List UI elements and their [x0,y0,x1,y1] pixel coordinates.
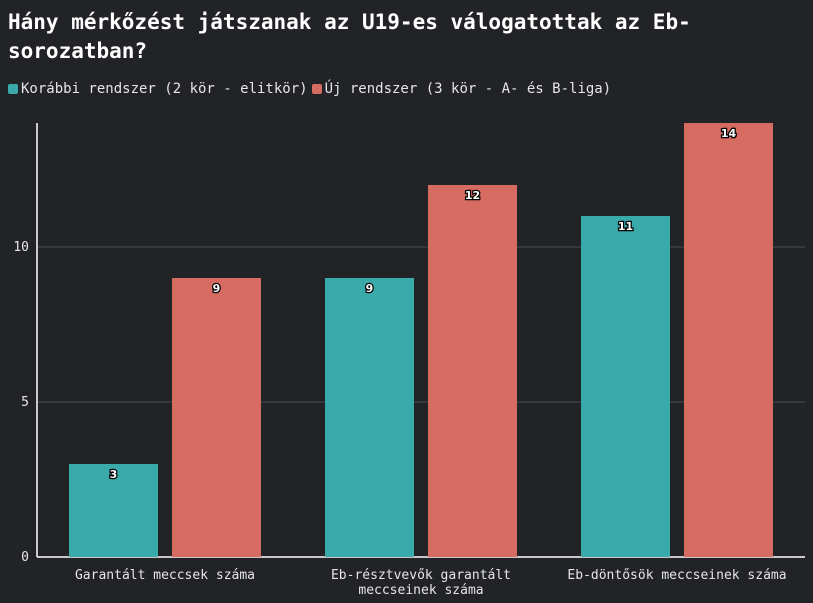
legend-item-new-system[interactable]: Új rendszer (3 kör - A- és B-liga) [311,81,612,97]
bar-series0-cat1 [325,278,414,557]
bar-series1-cat0 [172,278,261,557]
data-label-series0-cat2: 11 [618,220,633,233]
legend-label-new-system: Új rendszer (3 kör - A- és B-liga) [324,81,612,97]
bar-series1-cat1 [428,185,517,557]
legend-label-old-system: Korábbi rendszer (2 kör - elitkör) [21,81,308,97]
data-label-series1-cat2: 14 [721,127,737,140]
legend-swatch-old-system [8,84,18,94]
bar-series1-cat2 [684,123,773,557]
x-tick-label-cat1-line1: meccseinek száma [358,583,483,598]
legend: Korábbi rendszer (2 kör - elitkör) Új re… [8,81,615,97]
bar-series0-cat2 [581,216,670,557]
legend-item-old-system[interactable]: Korábbi rendszer (2 kör - elitkör) [8,81,308,97]
x-tick-label-cat1-line0: Eb-résztvevők garantált [331,568,511,583]
data-label-series0-cat0: 3 [110,468,118,481]
x-tick-label-cat2-line0: Eb-döntősök meccseinek száma [567,568,786,583]
y-tick-label-5: 5 [21,395,29,410]
data-label-series1-cat1: 12 [465,189,480,202]
y-tick-label-0: 0 [21,550,29,565]
data-label-series1-cat0: 9 [213,282,221,295]
chart-title: Hány mérkőzést játszanak az U19-es válog… [8,10,691,63]
bar-series0-cat0 [69,464,158,557]
legend-swatch-new-system [311,84,322,94]
x-tick-label-cat0-line0: Garantált meccsek száma [75,568,255,583]
y-tick-label-10: 10 [13,240,29,255]
data-label-series0-cat1: 9 [366,282,374,295]
